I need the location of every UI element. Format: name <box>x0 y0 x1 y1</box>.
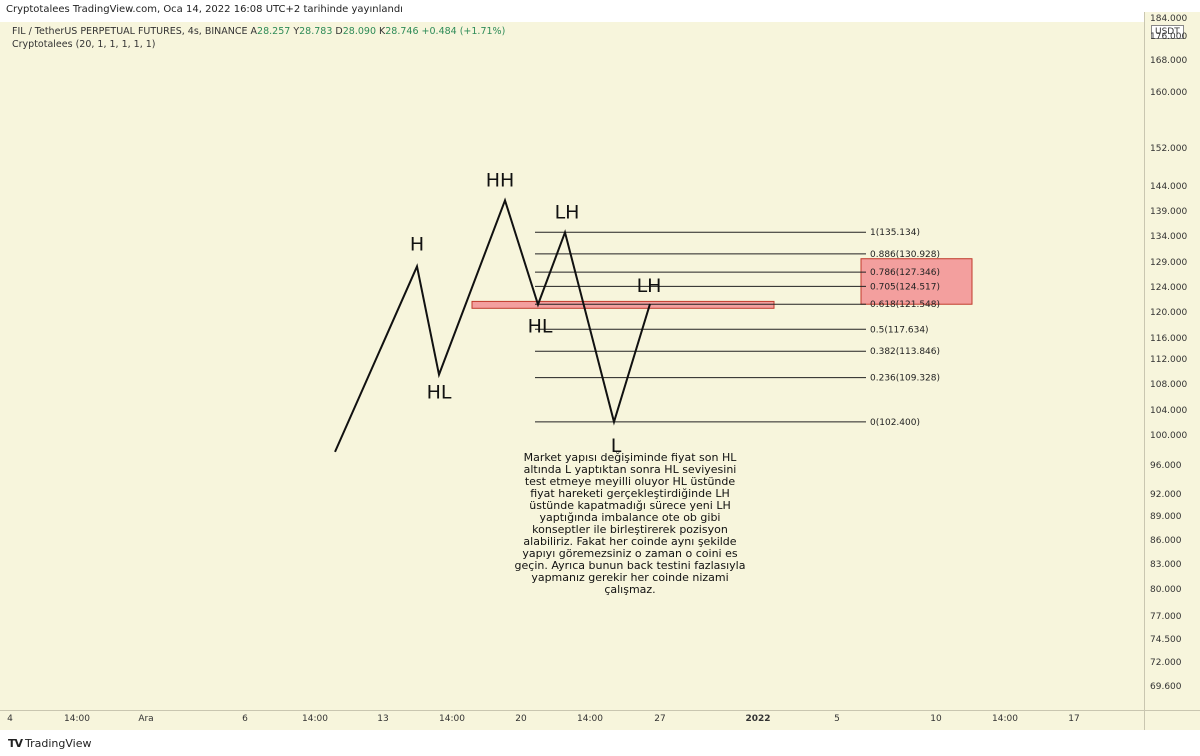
y-tick-label: 80.000 <box>1150 585 1182 595</box>
y-tick-label: 96.000 <box>1150 461 1182 471</box>
fib-label-0.886: 0.886(130.928) <box>870 250 940 260</box>
y-tick-label: 83.000 <box>1150 560 1182 570</box>
ohlc-low: D28.090 <box>335 26 376 37</box>
swing-label-lh-7: LH <box>637 275 662 297</box>
swing-label-l-6: L <box>611 435 622 457</box>
y-tick-label: 168.000 <box>1150 56 1188 66</box>
currency-unit-badge[interactable]: USDT <box>1151 25 1184 39</box>
swing-label-lh-5: LH <box>555 201 580 223</box>
x-tick-label: 27 <box>654 714 666 724</box>
y-tick-label: 134.000 <box>1150 232 1188 242</box>
brand-name: TradingView <box>25 737 92 750</box>
x-tick-label: 14:00 <box>302 714 328 724</box>
y-tick-label: 104.000 <box>1150 406 1188 416</box>
chart-drawing: 1(135.134) 0.886(130.928) 0.786(127.346) 0.… <box>334 169 973 457</box>
x-tick-label: 14:00 <box>439 714 465 724</box>
y-tick-label: 116.000 <box>1150 334 1188 344</box>
y-tick-label: 152.000 <box>1150 144 1188 154</box>
footer-bar <box>0 730 1200 756</box>
y-tick-label: 129.000 <box>1150 258 1188 268</box>
y-tick-label: 69.600 <box>1150 682 1182 692</box>
swing-label-hl-4: HL <box>528 316 553 338</box>
plot-area[interactable] <box>0 22 1144 710</box>
x-tick-label: 6 <box>242 714 248 724</box>
swing-label-hl-2: HL <box>427 382 452 404</box>
fib-label-0.618: 0.618(121.548) <box>870 300 940 310</box>
ohlc-high: Y28.783 <box>293 26 333 37</box>
y-tick-label: 108.000 <box>1150 380 1188 390</box>
annotation-text: Market yapısı değişiminde fiyat son HL a… <box>514 451 746 596</box>
x-tick-label: 4 <box>7 714 13 724</box>
y-tick-label: 120.000 <box>1150 308 1188 318</box>
ohlc-open: A28.257 <box>250 26 291 37</box>
x-tick-label: 14:00 <box>64 714 90 724</box>
y-tick-label: 77.000 <box>1150 612 1182 622</box>
y-tick-label: 184.000 <box>1150 14 1188 24</box>
fib-label-0.5: 0.5(117.634) <box>870 325 929 335</box>
fib-label-0.236: 0.236(109.328) <box>870 374 940 384</box>
y-tick-label: 92.000 <box>1150 490 1182 500</box>
y-tick-label: 139.000 <box>1150 207 1188 217</box>
x-tick-label: 14:00 <box>577 714 603 724</box>
fib-label-1: 1(135.134) <box>870 228 920 238</box>
y-tick-label: 124.000 <box>1150 283 1188 293</box>
fib-label-0.786: 0.786(127.346) <box>870 268 940 278</box>
symbol-legend: FIL / TetherUS PERPETUAL FUTURES, 4s, BI… <box>12 26 505 37</box>
published-caption: Cryptotalees TradingView.com, Oca 14, 20… <box>6 4 403 15</box>
y-tick-label: 100.000 <box>1150 431 1188 441</box>
y-tick-label: 160.000 <box>1150 88 1188 98</box>
ohlc-close: K28.746 <box>379 26 419 37</box>
y-tick-label: 176.000 <box>1150 32 1188 42</box>
y-tick-label: 144.000 <box>1150 182 1188 192</box>
ob-zone <box>471 300 775 309</box>
swing-label-h-1: H <box>410 233 424 255</box>
time-axis[interactable] <box>0 710 1144 731</box>
tv-icon: TV <box>8 737 23 750</box>
indicator-legend[interactable]: Cryptotalees (20, 1, 1, 1, 1, 1) <box>12 39 156 50</box>
x-tick-label: Ara <box>138 714 154 724</box>
x-tick-label: 17 <box>1068 714 1080 724</box>
y-tick-label: 89.000 <box>1150 512 1182 522</box>
market-structure-line <box>334 197 651 453</box>
swing-label-hh-3: HH <box>486 169 515 191</box>
y-tick-label: 72.000 <box>1150 658 1182 668</box>
y-tick-label: 86.000 <box>1150 536 1182 546</box>
tradingview-logo[interactable]: TV TradingView <box>8 737 92 750</box>
x-tick-label: 13 <box>377 714 389 724</box>
axis-corner <box>1144 710 1200 731</box>
y-tick-label: 74.500 <box>1150 635 1182 645</box>
fib-label-0.382: 0.382(113.846) <box>870 347 940 357</box>
price-axis[interactable] <box>1144 12 1200 710</box>
x-tick-label: 10 <box>930 714 942 724</box>
x-tick-label: 14:00 <box>992 714 1018 724</box>
x-tick-label: 2022 <box>745 714 771 724</box>
x-tick-label: 5 <box>834 714 840 724</box>
fib-label-0.705: 0.705(124.517) <box>870 282 940 292</box>
fib-label-0: 0(102.400) <box>870 418 920 428</box>
ote-zone <box>860 258 973 305</box>
y-tick-label: 112.000 <box>1150 355 1188 365</box>
price-change: +0.484 (+1.71%) <box>421 26 506 37</box>
symbol-name: FIL / TetherUS PERPETUAL FUTURES, 4s, BI… <box>12 26 248 37</box>
x-tick-label: 20 <box>515 714 527 724</box>
